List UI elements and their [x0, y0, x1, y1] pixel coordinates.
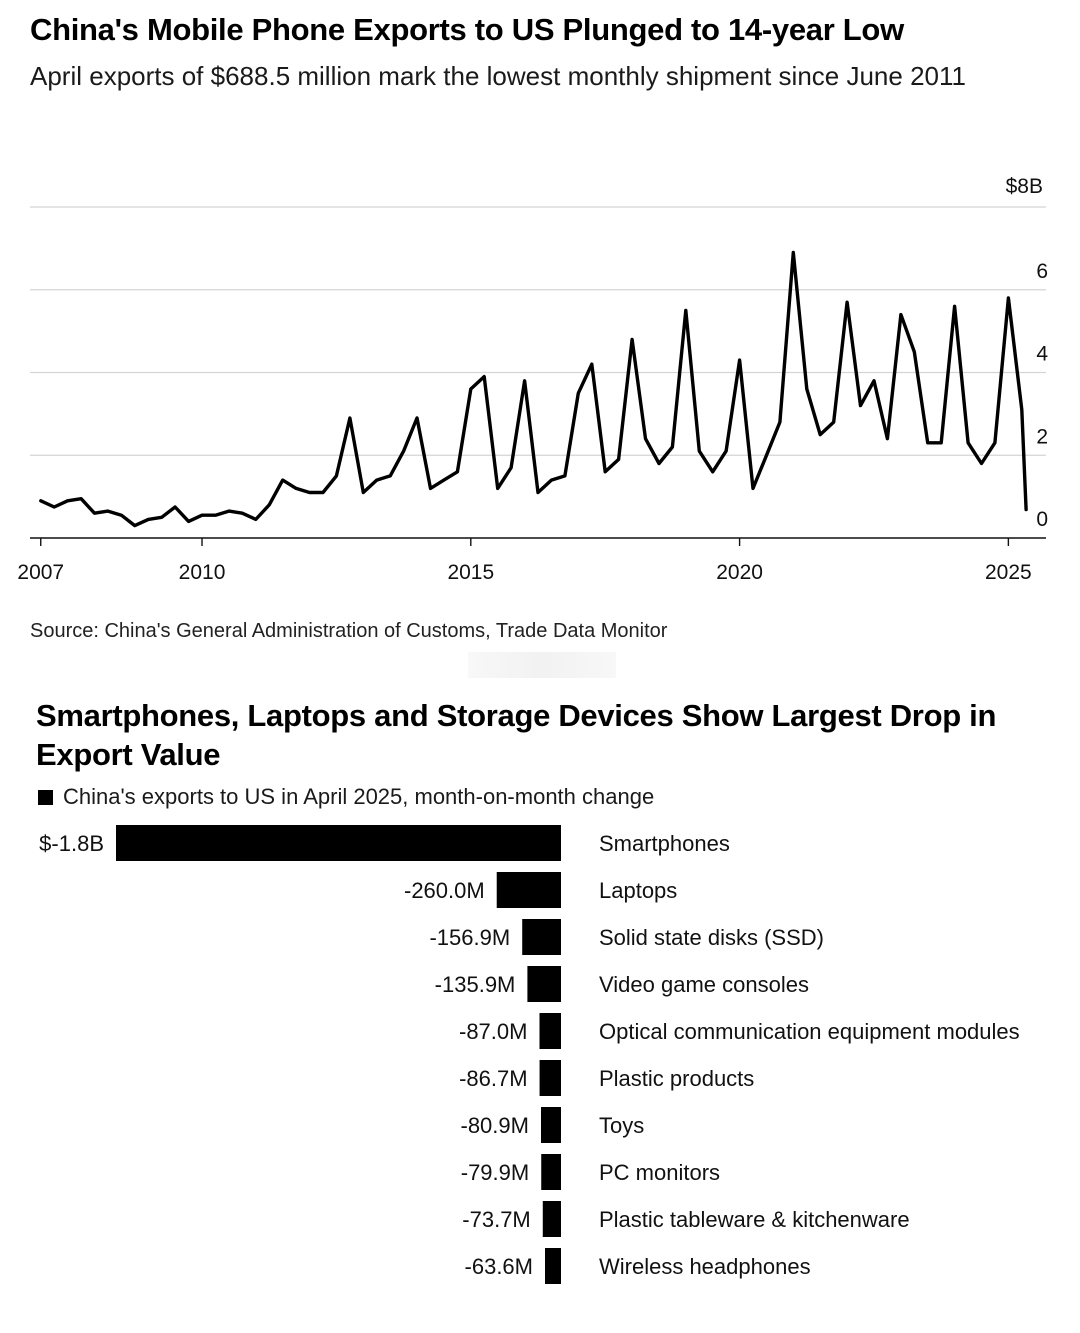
bar — [116, 825, 561, 861]
y-tick-label: $8B — [1006, 175, 1043, 198]
bar-value-label: -260.0M — [404, 878, 485, 903]
bar-chart-legend: China's exports to US in April 2025, mon… — [38, 784, 654, 810]
bar-chart-title: Smartphones, Laptops and Storage Devices… — [36, 698, 997, 772]
bar — [541, 1154, 561, 1190]
bar-category-label: Plastic tableware & kitchenware — [599, 1207, 910, 1232]
bar-value-label: -80.9M — [461, 1113, 529, 1138]
x-tick-label: 2007 — [17, 561, 64, 584]
bar-category-label: Video game consoles — [599, 972, 809, 997]
bar-category-label: Solid state disks (SSD) — [599, 925, 824, 950]
bar-category-label: Toys — [599, 1113, 644, 1138]
line-chart-title: China's Mobile Phone Exports to US Plung… — [30, 12, 904, 47]
bar-category-label: Optical communication equipment modules — [599, 1019, 1020, 1044]
bar-value-label: -63.6M — [465, 1254, 533, 1279]
bar — [545, 1248, 561, 1284]
bar — [539, 1013, 561, 1049]
bar — [527, 966, 561, 1002]
legend-swatch — [38, 789, 53, 805]
bar-category-label: Wireless headphones — [599, 1254, 811, 1279]
y-tick-label: 2 — [1036, 425, 1048, 448]
bar-category-label: Smartphones — [599, 831, 730, 856]
bar — [539, 1060, 561, 1096]
bar — [496, 872, 561, 908]
bar — [542, 1201, 561, 1237]
series-line — [39, 250, 1028, 528]
legend-label: China's exports to US in April 2025, mon… — [63, 784, 655, 809]
bar-value-label: -86.7M — [459, 1066, 527, 1091]
y-tick-label: 0 — [1036, 508, 1048, 531]
bar-value-label: -73.7M — [462, 1207, 530, 1232]
bar-category-label: PC monitors — [599, 1160, 720, 1185]
y-tick-label: 4 — [1036, 343, 1048, 366]
bar — [540, 1107, 561, 1143]
bar — [522, 919, 561, 955]
bar-value-label: -79.9M — [461, 1160, 529, 1185]
bar-value-label: -135.9M — [435, 972, 516, 997]
bar-category-label: Laptops — [599, 878, 677, 903]
x-tick-label: 2010 — [179, 561, 226, 584]
x-tick-label: 2020 — [716, 561, 763, 584]
x-tick-label: 2015 — [447, 561, 494, 584]
bar-value-label: -156.9M — [429, 925, 510, 950]
bar-chart: $-1.8B Smartphones -260.0M Laptops -156.9M So… — [39, 825, 1020, 1284]
bar-value-label: -87.0M — [459, 1019, 527, 1044]
line-chart-subtitle: April exports of $688.5 million mark the… — [30, 61, 966, 91]
y-tick-label: 6 — [1036, 260, 1048, 283]
bar-value-label: $-1.8B — [39, 831, 104, 856]
line-chart: 0 2 4 6 $8B 2007 2010 2015 2020 2025 — [17, 175, 1048, 584]
watermark-divider — [468, 652, 616, 678]
source-note: Source: China's General Administration o… — [30, 620, 668, 642]
bar-category-label: Plastic products — [599, 1066, 754, 1091]
x-tick-label: 2025 — [985, 561, 1032, 584]
